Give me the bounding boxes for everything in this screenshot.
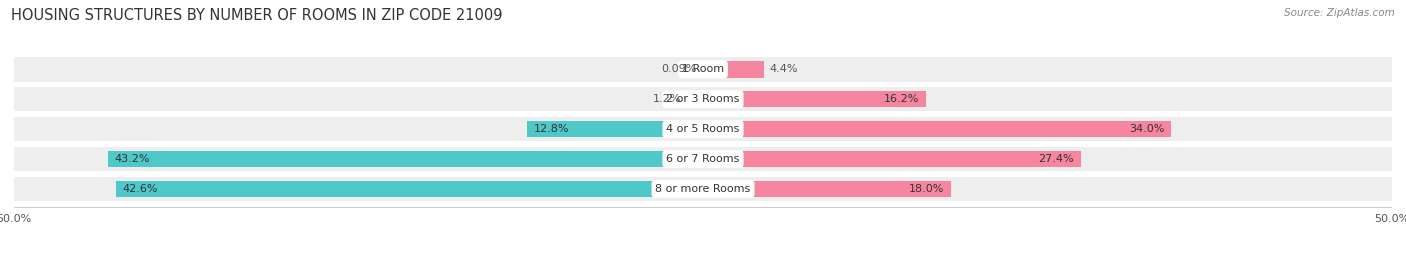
- Bar: [14, 87, 1392, 111]
- Text: 1.2%: 1.2%: [652, 94, 681, 104]
- Bar: [527, 121, 703, 137]
- Text: 34.0%: 34.0%: [1129, 124, 1164, 134]
- Bar: [14, 117, 1392, 141]
- Text: HOUSING STRUCTURES BY NUMBER OF ROOMS IN ZIP CODE 21009: HOUSING STRUCTURES BY NUMBER OF ROOMS IN…: [11, 8, 503, 23]
- Text: 16.2%: 16.2%: [884, 94, 920, 104]
- Text: 1 Room: 1 Room: [682, 64, 724, 74]
- Bar: [14, 57, 1392, 82]
- Text: 0.09%: 0.09%: [661, 64, 696, 74]
- Text: 18.0%: 18.0%: [908, 184, 945, 194]
- Bar: [686, 91, 703, 107]
- Bar: [117, 181, 703, 197]
- Bar: [14, 177, 1392, 201]
- Bar: [703, 61, 763, 77]
- Text: 4.4%: 4.4%: [769, 64, 797, 74]
- Bar: [703, 181, 950, 197]
- Text: 2 or 3 Rooms: 2 or 3 Rooms: [666, 94, 740, 104]
- Text: 43.2%: 43.2%: [115, 154, 150, 164]
- Legend: Owner-occupied, Renter-occupied: Owner-occupied, Renter-occupied: [579, 266, 827, 269]
- Bar: [14, 147, 1392, 171]
- Bar: [108, 151, 703, 167]
- Text: 27.4%: 27.4%: [1038, 154, 1074, 164]
- Text: 42.6%: 42.6%: [122, 184, 159, 194]
- Text: 8 or more Rooms: 8 or more Rooms: [655, 184, 751, 194]
- Text: 4 or 5 Rooms: 4 or 5 Rooms: [666, 124, 740, 134]
- Text: Source: ZipAtlas.com: Source: ZipAtlas.com: [1284, 8, 1395, 18]
- Bar: [703, 91, 927, 107]
- Bar: [703, 151, 1081, 167]
- Bar: [703, 121, 1171, 137]
- Text: 12.8%: 12.8%: [533, 124, 569, 134]
- Text: 6 or 7 Rooms: 6 or 7 Rooms: [666, 154, 740, 164]
